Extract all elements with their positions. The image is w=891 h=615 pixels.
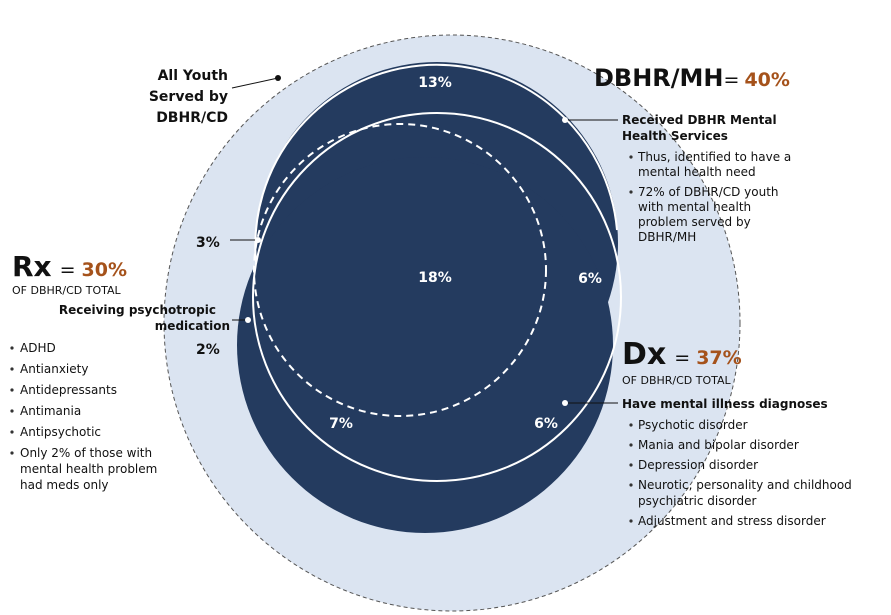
outer-label: Served by [149, 89, 228, 105]
bullet-text: DBHR/MH [638, 230, 696, 244]
bullet-text: Antipsychotic [20, 425, 101, 439]
bullet-text: psychiatric disorder [638, 494, 757, 508]
equals: = [60, 259, 76, 281]
region-label: 18% [418, 270, 452, 286]
bullet-text: 72% of DBHR/CD youth [638, 185, 779, 199]
rx-pct: 30% [82, 259, 127, 281]
bullet [629, 463, 633, 467]
equals: = [674, 347, 690, 369]
subhead: Have mental illness diagnoses [622, 397, 828, 411]
subhead: Health Services [622, 129, 728, 143]
bullet-text: ADHD [20, 341, 56, 355]
dx-circle [237, 157, 613, 533]
bullet-text: Antidepressants [20, 383, 117, 397]
dx-outline [252, 112, 622, 482]
outer-label: All Youth [158, 68, 228, 84]
leader-dot [255, 237, 261, 243]
bullet-text: problem served by [638, 215, 751, 229]
leader-dot [245, 317, 251, 323]
region-label: 6% [578, 271, 602, 287]
region-label: 2% [196, 342, 220, 358]
subhead: medication [155, 319, 230, 333]
outer-label: DBHR/CD [156, 110, 228, 126]
bullet [629, 443, 633, 447]
bullet-text: Antimania [20, 404, 81, 418]
bullet-text: Only 2% of those with [20, 446, 152, 460]
rx-name: Rx [12, 250, 52, 283]
bullet [10, 409, 14, 413]
dx-pct: 37% [696, 347, 741, 369]
leader [231, 77, 279, 89]
bullet-text: Psychotic disorder [638, 418, 748, 432]
bullet-text: Depression disorder [638, 458, 758, 472]
bullet-text: with mental health [638, 200, 751, 214]
bullet [10, 367, 14, 371]
leader-dot [562, 117, 568, 123]
bullet-text: had meds only [20, 478, 109, 492]
bullet-text: Adjustment and stress disorder [638, 514, 826, 528]
bullet-text: Antianxiety [20, 362, 88, 376]
bullet [10, 430, 14, 434]
subhead: Received DBHR Mental [622, 113, 777, 127]
leader-dot [562, 400, 568, 406]
bullet-text: Thus, identified to have a [637, 150, 791, 164]
of-total: OF DBHR/CD TOTAL [12, 284, 122, 297]
leader-dot [275, 75, 281, 81]
bullet [629, 190, 633, 194]
bullet [10, 346, 14, 350]
mh-name: DBHR/MH [594, 64, 724, 92]
equals: = [724, 69, 740, 91]
bullet [10, 388, 14, 392]
region-label: 13% [418, 75, 452, 91]
rx-outline [253, 123, 547, 417]
subhead: Receiving psychotropic [59, 303, 216, 317]
dx-heading: Dx = 37% [622, 337, 742, 372]
bullet-text: mental health problem [20, 462, 157, 476]
mh-outline [254, 63, 618, 263]
dx-name: Dx [622, 337, 666, 372]
bullet-text: mental health need [638, 165, 756, 179]
bullet [629, 155, 633, 159]
bullet [629, 423, 633, 427]
bullet [10, 451, 14, 455]
bullet [629, 519, 633, 523]
of-total: OF DBHR/CD TOTAL [622, 374, 732, 387]
bullet-text: Mania and bipolar disorder [638, 438, 799, 452]
bullet-text: Neurotic, personality and childhood [638, 478, 852, 492]
mh-heading: DBHR/MH= 40% [594, 64, 790, 92]
region-label: 6% [534, 416, 558, 432]
mh-pct: 40% [744, 69, 789, 91]
rx-heading: Rx = 30% [12, 250, 127, 283]
region-label: 3% [196, 235, 220, 251]
bullet [629, 483, 633, 487]
region-label: 7% [329, 416, 353, 432]
